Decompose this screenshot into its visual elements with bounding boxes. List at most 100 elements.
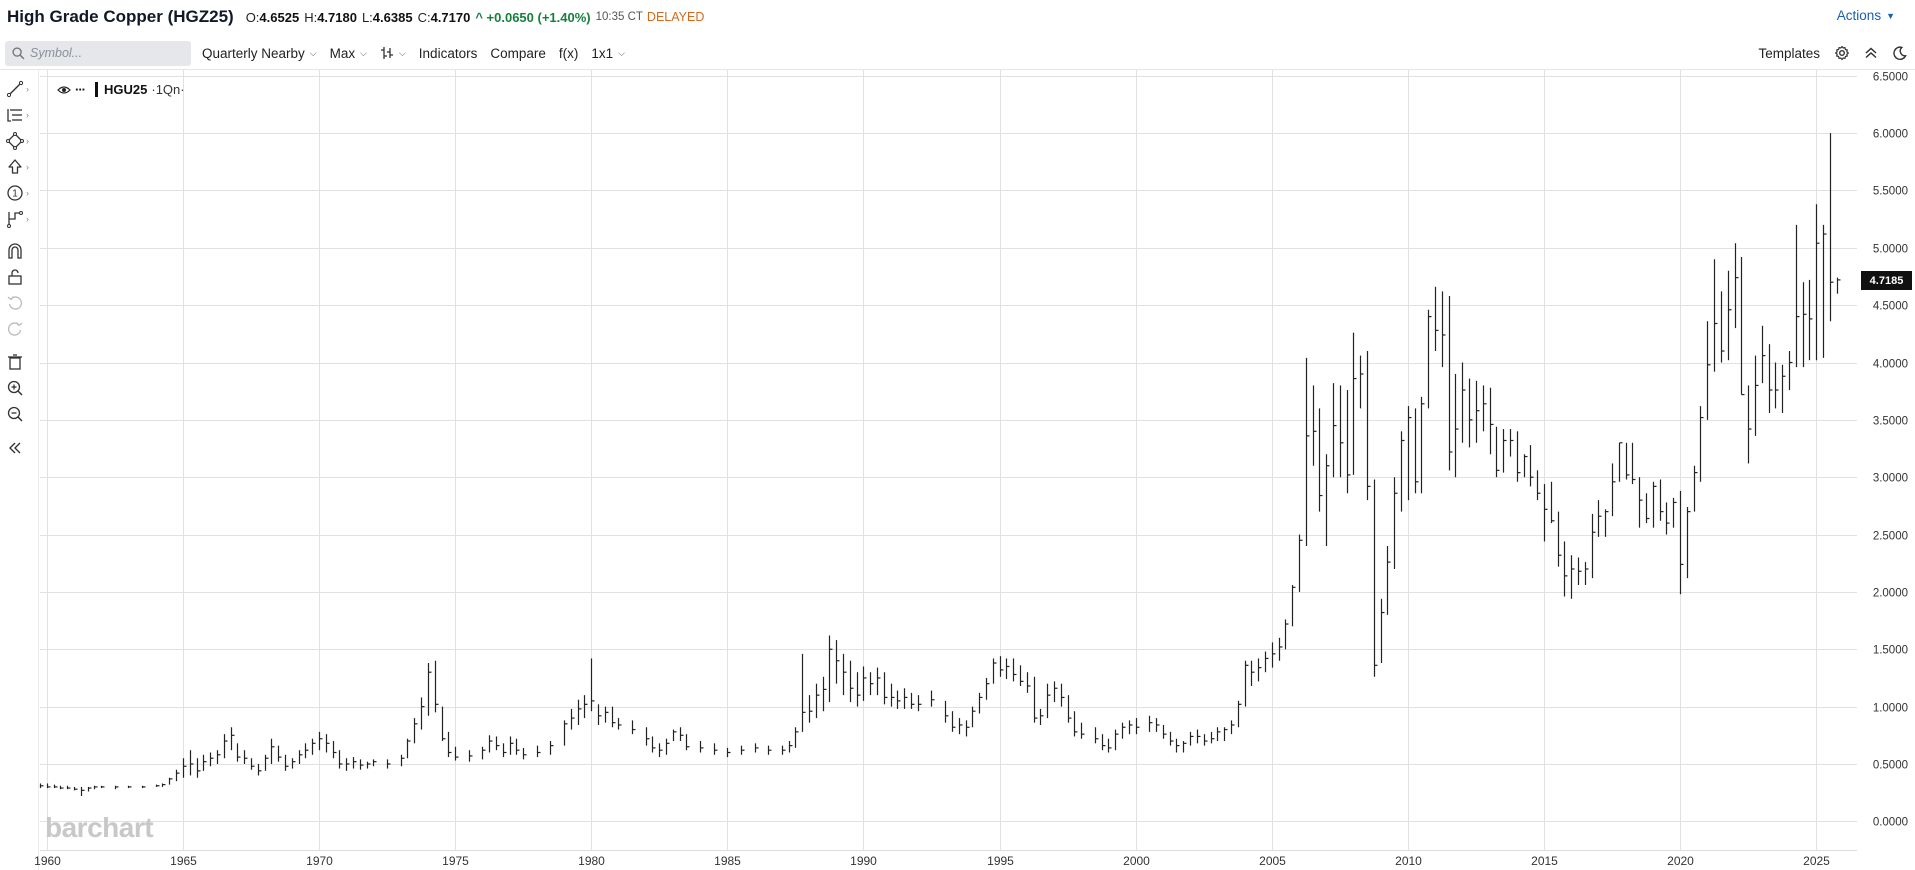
- ohlc-bar: [1067, 695, 1072, 723]
- collapse-up-icon[interactable]: [1864, 46, 1878, 60]
- x-tick-label: 2025: [1803, 854, 1830, 868]
- ohlc-bar: [1339, 385, 1344, 478]
- ohlc-bar: [1489, 387, 1494, 455]
- quote-time: 10:35 CT: [595, 11, 643, 23]
- ohlc-bar: [631, 720, 636, 735]
- ohlc-bar: [1706, 321, 1711, 420]
- ohlc-bar: [570, 708, 575, 730]
- shape-tool-button[interactable]: ›: [6, 130, 34, 152]
- collapse-rail-button[interactable]: [6, 437, 34, 459]
- more-options-icon[interactable]: ···: [75, 82, 86, 97]
- ohlc-bar: [1196, 729, 1201, 744]
- ohlc-bar: [182, 758, 187, 778]
- line-tool-button[interactable]: ›: [6, 78, 34, 100]
- ohlc-bar: [883, 672, 888, 705]
- ohlc-bar: [1523, 454, 1528, 478]
- y-tick-label: 1.0000: [1873, 703, 1908, 715]
- ohlc-bar: [481, 746, 486, 760]
- ohlc-bar: [1094, 727, 1099, 744]
- ohlc-bar: [1747, 385, 1752, 464]
- zoom-out-button[interactable]: [6, 403, 34, 425]
- ohlc-bar: [359, 759, 364, 770]
- ohlc-bar: [849, 660, 854, 703]
- ohlc-bar: [264, 754, 269, 771]
- ohlc-bar: [1645, 493, 1650, 524]
- ohlc-bar: [223, 734, 228, 759]
- ohlc-bar: [1461, 362, 1466, 443]
- series-period: ·1Qn·: [151, 82, 185, 97]
- ohlc-bar: [992, 658, 997, 684]
- time-axis: 1960 1965 1970 1975 1980 1985 1990 1995 2000 2005…: [34, 854, 1830, 868]
- ohlc-bar: [1611, 463, 1616, 517]
- ohlc-bar: [1754, 355, 1759, 436]
- eye-icon[interactable]: [57, 85, 71, 95]
- delete-drawings-button[interactable]: [6, 351, 34, 373]
- ohlc-bar: [1046, 683, 1051, 719]
- ohlc-bar: [549, 741, 554, 755]
- delayed-status: DELAYED: [646, 10, 705, 24]
- symbol-search[interactable]: [5, 40, 191, 66]
- ohlc-bar: [869, 672, 874, 696]
- x-tick-label: 2000: [1123, 854, 1150, 868]
- ohlc-bar: [39, 783, 44, 789]
- zoom-out-icon: [7, 406, 23, 422]
- chevron-down-icon: ⌵: [618, 47, 625, 58]
- ohlc-bar: [332, 741, 337, 759]
- ohlc-bar: [1278, 637, 1283, 661]
- ohlc-bar: [420, 697, 425, 730]
- ohlc-bar: [958, 718, 963, 735]
- redo-button[interactable]: [6, 318, 34, 340]
- zoom-in-button[interactable]: [6, 377, 34, 399]
- compare-button[interactable]: Compare: [490, 46, 546, 61]
- function-button[interactable]: f(x): [559, 46, 579, 61]
- ohlc-bar: [202, 754, 207, 771]
- y-tick-label: 2.0000: [1873, 588, 1908, 600]
- arrow-tool-button[interactable]: ›: [6, 156, 34, 178]
- ohlc-bar: [801, 653, 806, 732]
- ohlc-bar: [1543, 484, 1548, 542]
- dark-mode-icon[interactable]: [1892, 45, 1907, 61]
- ohlc-bar: [1815, 204, 1820, 361]
- ohlc-bar: [257, 763, 262, 776]
- fib-tool-button[interactable]: ›: [6, 104, 34, 126]
- layout-dropdown[interactable]: 1x1 ⌵: [591, 46, 625, 61]
- caret-down-icon: ▼: [1886, 10, 1895, 21]
- ohlc-bar: [876, 667, 881, 696]
- ohlc-bar: [311, 738, 316, 755]
- ohlc-bar: [230, 727, 235, 751]
- period-dropdown[interactable]: Quarterly Nearby ⌵: [202, 46, 317, 61]
- ohlc-bar: [1774, 362, 1779, 409]
- line-tool-icon: [6, 80, 24, 98]
- magnet-button[interactable]: [6, 240, 34, 262]
- ohlc-bar: [1019, 665, 1024, 686]
- ohlc-bar: [536, 745, 541, 758]
- range-dropdown[interactable]: Max ⌵: [330, 46, 367, 61]
- symbol-search-input[interactable]: [30, 46, 180, 60]
- ohlc-bar: [1169, 731, 1174, 746]
- ohlc-bar: [1128, 720, 1133, 735]
- templates-button[interactable]: Templates: [1758, 46, 1820, 61]
- ohlc-bar: [1536, 470, 1541, 501]
- ohlc-bar: [1420, 396, 1425, 494]
- x-tick-label: 1995: [987, 854, 1014, 868]
- y-tick-label: 0.0000: [1873, 817, 1908, 829]
- ohlc-bar: [155, 784, 160, 787]
- arrow-tool-icon: [8, 159, 22, 174]
- ohlc-bar: [352, 757, 357, 769]
- lock-button[interactable]: [6, 266, 34, 288]
- ohlc-bar: [1618, 442, 1623, 482]
- indicators-button[interactable]: Indicators: [419, 46, 478, 61]
- y-tick-label: 5.5000: [1873, 186, 1908, 198]
- actions-menu-button[interactable]: Actions ▼: [1837, 8, 1895, 23]
- undo-button[interactable]: [6, 292, 34, 314]
- number-tool-button[interactable]: 1 ›: [6, 182, 34, 204]
- ohlc-bar: [338, 750, 343, 769]
- measure-tool-button[interactable]: ›: [6, 208, 34, 230]
- gear-icon[interactable]: [1834, 45, 1850, 61]
- ohlc-bar: [441, 706, 446, 742]
- ohlc-bar: [1210, 731, 1215, 744]
- ohlc-bar: [1529, 445, 1534, 487]
- chart-type-dropdown[interactable]: ⌵: [380, 46, 406, 60]
- ohlc-bar: [1237, 700, 1242, 728]
